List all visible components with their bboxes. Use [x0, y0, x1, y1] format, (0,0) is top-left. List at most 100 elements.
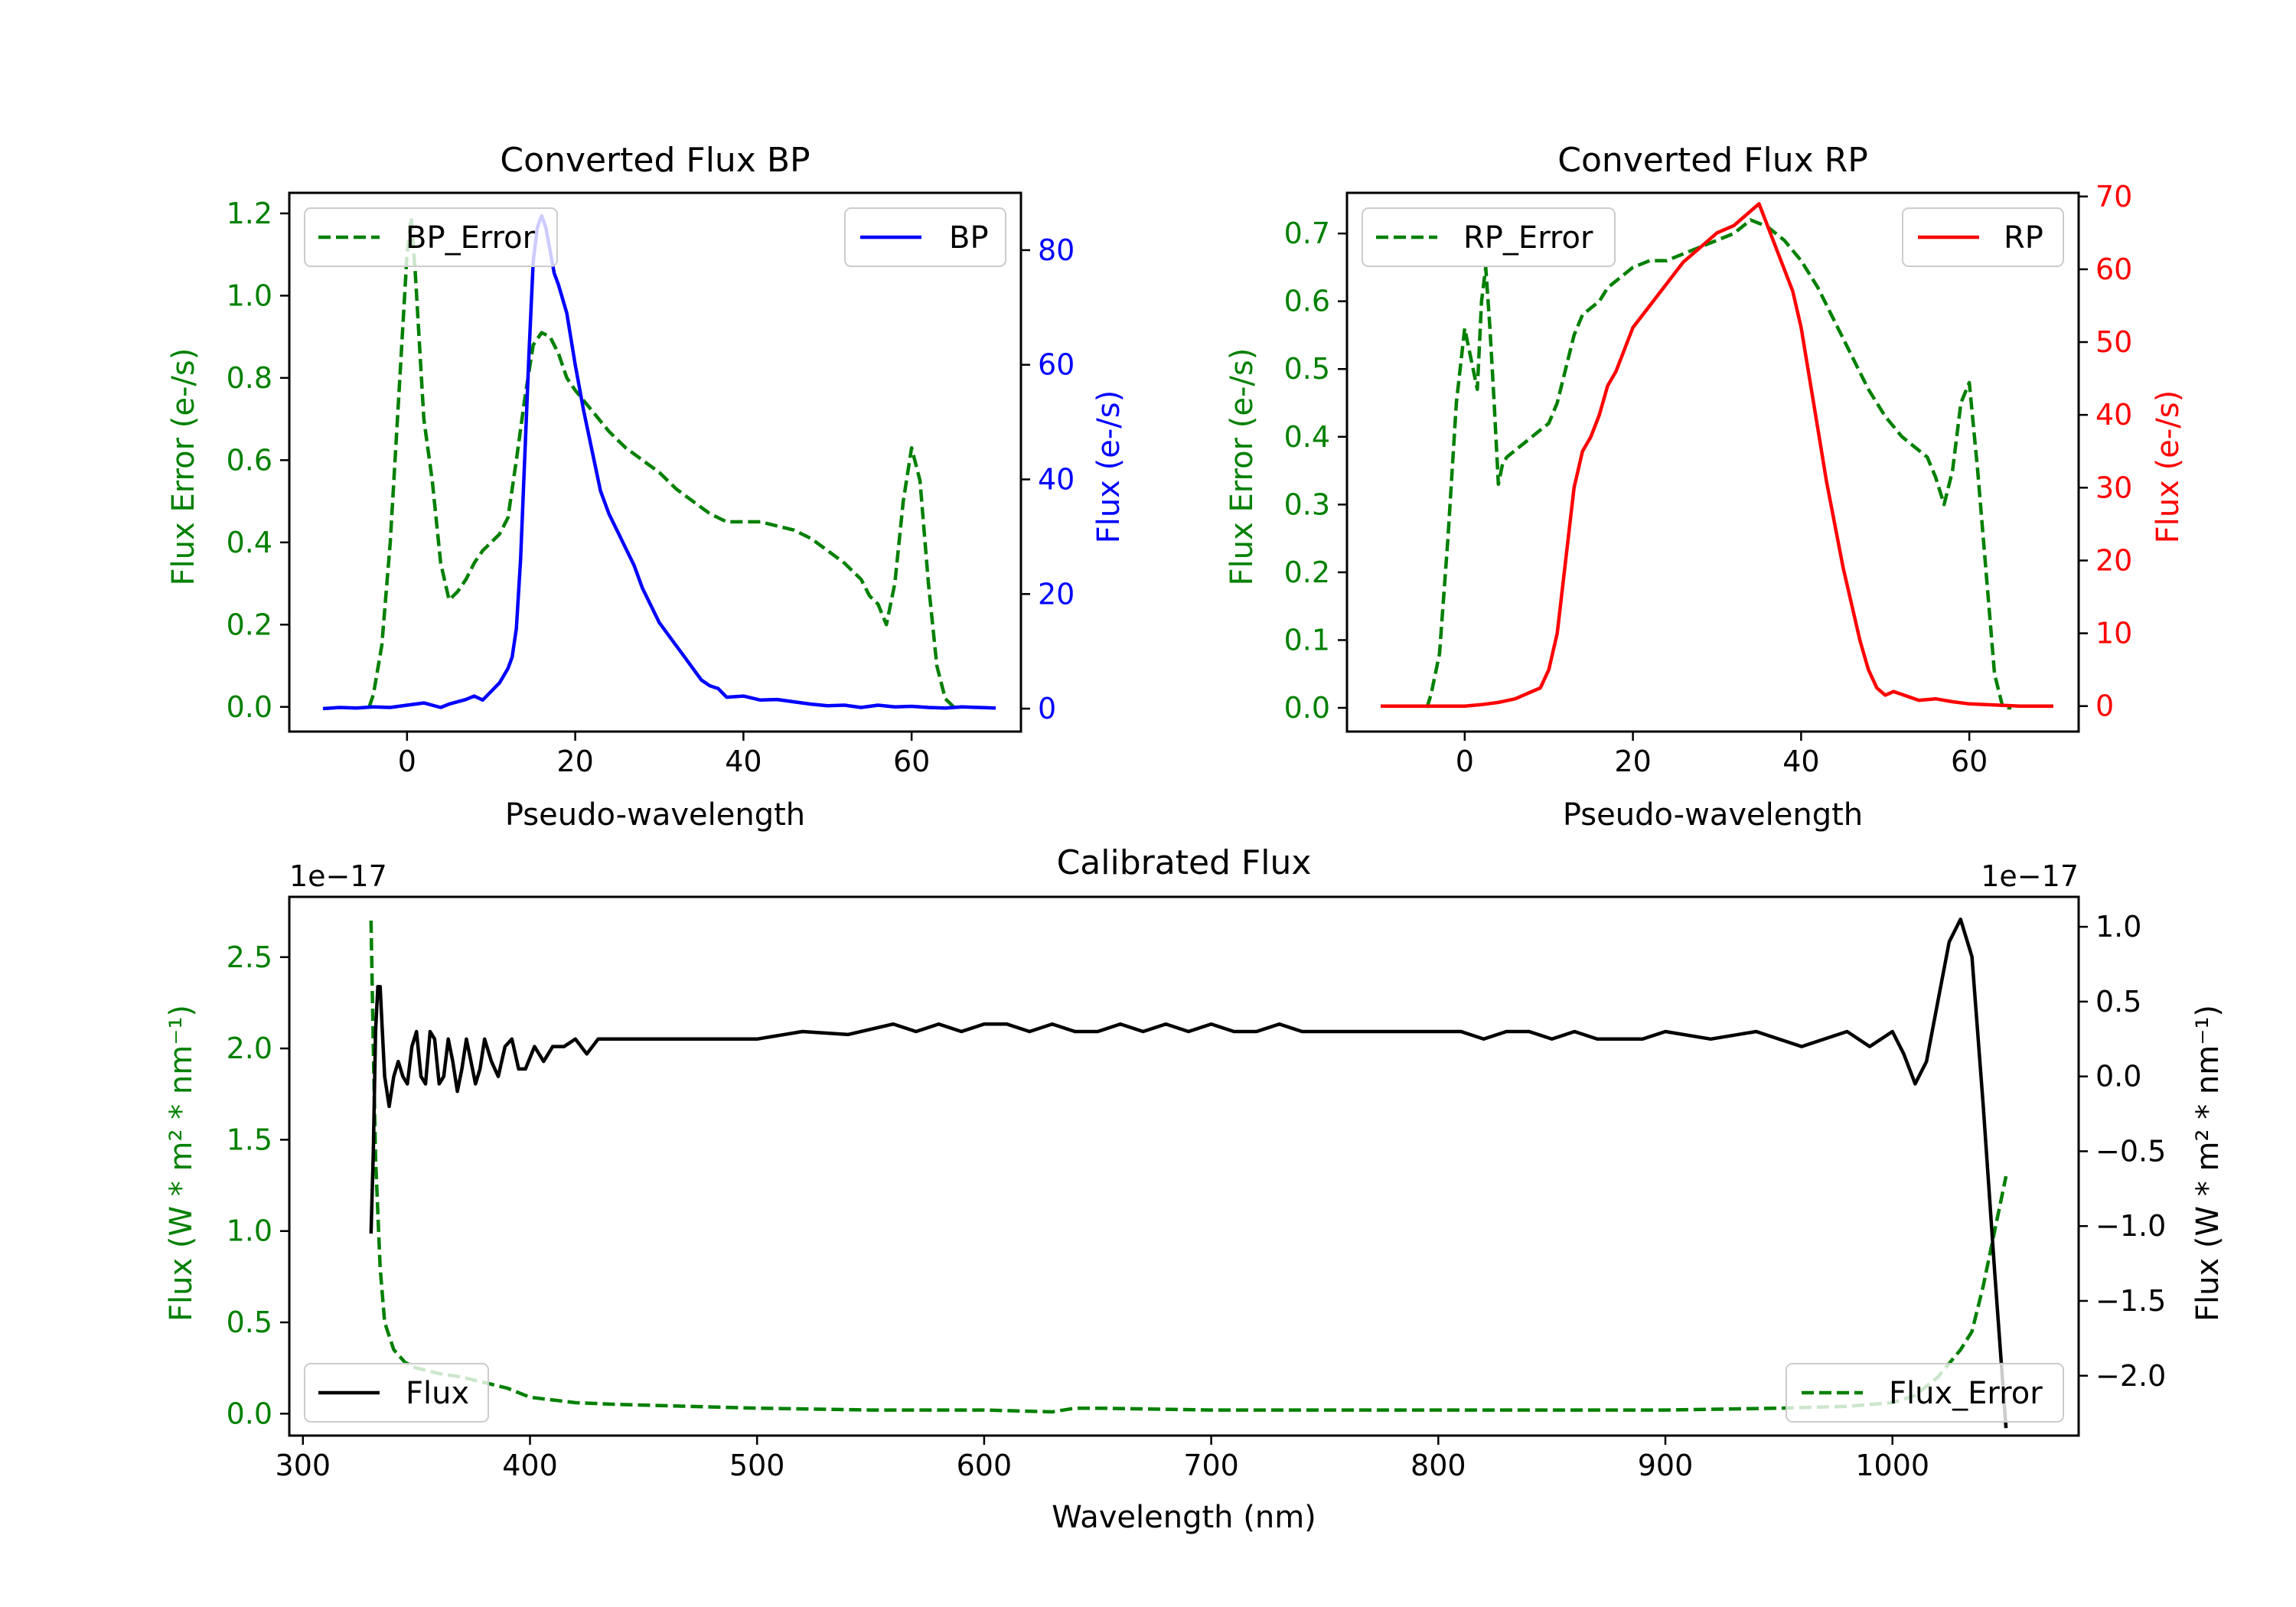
bp-left-y-tick-label: 0.4 — [227, 526, 272, 559]
rp-axes-frame — [1345, 191, 2080, 733]
calibrated-x-ticks: 300 400 500 600 700 800 900 1000 — [276, 1436, 1929, 1482]
calibrated-right-y-tick-label: 0.0 — [2095, 1060, 2141, 1094]
bp-left-y-tick-label: 0.8 — [227, 361, 272, 395]
calibrated-right-y-tick-label: 0.5 — [2095, 985, 2141, 1019]
rp-left-y-tick-label: 0.6 — [1284, 285, 1330, 318]
bp-right-y-tick-label: 20 — [1038, 577, 1075, 611]
calibrated-right-y-tick-label: −2.0 — [2095, 1359, 2166, 1393]
calibrated-x-tick-label: 1000 — [1855, 1449, 1929, 1482]
rp-panel: Converted Flux RP 0 20 40 60 0.00.10.20.30.… — [1225, 141, 2186, 833]
bp-left-y-tick-label: 1.0 — [227, 279, 272, 312]
calibrated-panel: Calibrated Flux 1e−17 1e−17 300 400 500 600… — [164, 843, 2226, 1535]
calibrated-x-tick-label: 500 — [729, 1449, 785, 1482]
rp-legend-flux-box — [1902, 207, 2064, 267]
bp-right-y-tick-label: 40 — [1038, 462, 1075, 496]
rp-right-y-label: Flux (e-/s) — [2151, 390, 2186, 543]
bp-bp-line — [322, 214, 996, 711]
calibrated-left-y-label: Flux (W * m² * nm⁻¹) — [164, 1005, 199, 1322]
rp-x-ticks: 0 20 40 60 — [1456, 732, 1988, 778]
bp-left-y-ticks: 0.0 0.2 0.4 0.6 0.8 1.0 1.2 — [227, 197, 289, 724]
calibrated-legend-error-box — [1786, 1363, 2064, 1423]
bp-series-lines — [322, 214, 996, 711]
calibrated-flux-error-line — [369, 920, 2008, 1414]
rp-right-y-tick-label: 20 — [2095, 543, 2132, 577]
rp-legend-flux: RP — [1902, 207, 2064, 267]
bp-left-y-label: Flux Error (e-/s) — [166, 348, 201, 586]
bp-right-y-ticks: 0 20 40 60 80 — [1021, 233, 1075, 725]
bp-title: Converted Flux BP — [500, 141, 810, 180]
rp-right-y-ticks: 0 10 20 30 40 50 60 70 — [2079, 180, 2132, 723]
bp-bp-error-line — [367, 215, 963, 709]
bp-right-y-label: Flux (e-/s) — [1091, 390, 1127, 543]
rp-right-y-tick-label: 30 — [2095, 471, 2132, 504]
rp-left-y-tick-label: 0.7 — [1284, 217, 1330, 250]
bp-left-y-tick-label: 0.2 — [227, 608, 272, 641]
bp-legend-error-box — [304, 207, 558, 267]
rp-x-label: Pseudo-wavelength — [1563, 797, 1863, 833]
bp-legend-flux-label: BP — [949, 220, 989, 256]
bp-x-tick-label: 60 — [893, 745, 930, 778]
bp-x-tick-label: 0 — [398, 745, 416, 778]
rp-legend-flux-label: RP — [2004, 220, 2043, 256]
calibrated-x-tick-label: 300 — [276, 1449, 331, 1482]
calibrated-axes-frame — [288, 895, 2080, 1437]
rp-legend-error-box — [1362, 207, 1616, 267]
bp-panel: Converted Flux BP 0 20 40 60 0.00.20.40.60.… — [166, 141, 1127, 833]
calibrated-right-y-tick-label: −0.5 — [2095, 1134, 2166, 1168]
rp-rp-error-line — [1425, 218, 2012, 710]
rp-x-tick-label: 60 — [1951, 745, 1988, 778]
rp-left-y-ticks: 0.0 0.1 0.2 0.3 0.4 0.5 0.6 0.7 — [1284, 217, 1347, 725]
bp-right-y-tick-label: 80 — [1038, 233, 1075, 267]
calibrated-left-y-tick-label: 0.5 — [227, 1305, 272, 1339]
rp-right-y-tick-label: 60 — [2095, 253, 2132, 286]
calibrated-right-offset-text: 1e−17 — [1981, 859, 2079, 893]
calibrated-x-tick-label: 900 — [1638, 1449, 1694, 1482]
rp-left-y-tick-label: 0.4 — [1284, 420, 1330, 454]
calibrated-right-y-tick-label: −1.5 — [2095, 1284, 2166, 1318]
rp-left-y-tick-label: 0.2 — [1284, 556, 1330, 589]
calibrated-left-y-tick-label: 2.5 — [227, 940, 272, 974]
bp-right-y-tick-label: 0 — [1038, 692, 1056, 725]
calibrated-left-y-ticks: 0.0 0.5 1.0 1.5 2.0 2.5 — [227, 940, 289, 1430]
bp-legend-flux: BP — [844, 207, 1006, 267]
calibrated-x-tick-label: 400 — [502, 1449, 558, 1482]
bp-axes-frame — [288, 191, 1022, 733]
bp-left-y-tick-label: 0.6 — [227, 443, 272, 477]
rp-legend-error-label: RP_Error — [1463, 220, 1593, 256]
rp-legend-error: RP_Error — [1362, 207, 1616, 267]
rp-left-y-tick-label: 0.3 — [1284, 487, 1330, 521]
calibrated-legend-flux-box — [304, 1363, 489, 1423]
rp-left-y-label: Flux Error (e-/s) — [1225, 348, 1260, 586]
calibrated-left-y-tick-label: 1.0 — [227, 1214, 272, 1248]
bp-left-y-tick-label: 0.0 — [227, 690, 272, 724]
calibrated-legend-flux-label: Flux — [406, 1376, 469, 1411]
rp-x-tick-label: 20 — [1614, 745, 1651, 778]
calibrated-right-y-tick-label: 1.0 — [2095, 910, 2141, 944]
calibrated-legend-flux: Flux — [304, 1363, 489, 1423]
rp-right-y-tick-label: 50 — [2095, 325, 2132, 359]
rp-right-y-tick-label: 10 — [2095, 617, 2132, 650]
bp-legend-flux-box — [844, 207, 1006, 267]
calibrated-title: Calibrated Flux — [1057, 843, 1312, 882]
calibrated-x-label: Wavelength (nm) — [1052, 1500, 1316, 1535]
bp-left-y-tick-label: 1.2 — [227, 197, 272, 230]
calibrated-left-offset-text: 1e−17 — [289, 859, 387, 893]
calibrated-x-tick-label: 600 — [957, 1449, 1013, 1482]
calibrated-right-y-tick-label: −1.0 — [2095, 1209, 2166, 1243]
rp-x-tick-label: 0 — [1456, 745, 1474, 778]
rp-rp-line — [1381, 202, 2053, 708]
bp-x-label: Pseudo-wavelength — [505, 797, 805, 833]
calibrated-series-lines — [369, 918, 2008, 1429]
rp-right-y-tick-label: 40 — [2095, 398, 2132, 432]
calibrated-legend-error-label: Flux_Error — [1889, 1376, 2043, 1411]
calibrated-right-y-ticks: −2.0 −1.5 −1.0 −0.5 0.0 0.5 1.0 — [2079, 910, 2166, 1393]
bp-legend-error: BP_Error — [304, 207, 558, 267]
bp-legend-error-label: BP_Error — [406, 220, 536, 256]
calibrated-x-tick-label: 800 — [1411, 1449, 1466, 1482]
calibrated-left-y-tick-label: 1.5 — [227, 1123, 272, 1156]
bp-x-ticks: 0 20 40 60 — [398, 732, 930, 778]
calibrated-x-tick-label: 700 — [1183, 1449, 1239, 1482]
bp-x-tick-label: 40 — [725, 745, 762, 778]
calibrated-left-y-tick-label: 2.0 — [227, 1032, 272, 1065]
